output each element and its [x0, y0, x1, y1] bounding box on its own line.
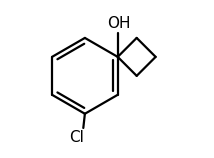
- Text: OH: OH: [108, 16, 131, 31]
- Text: Cl: Cl: [69, 130, 84, 145]
